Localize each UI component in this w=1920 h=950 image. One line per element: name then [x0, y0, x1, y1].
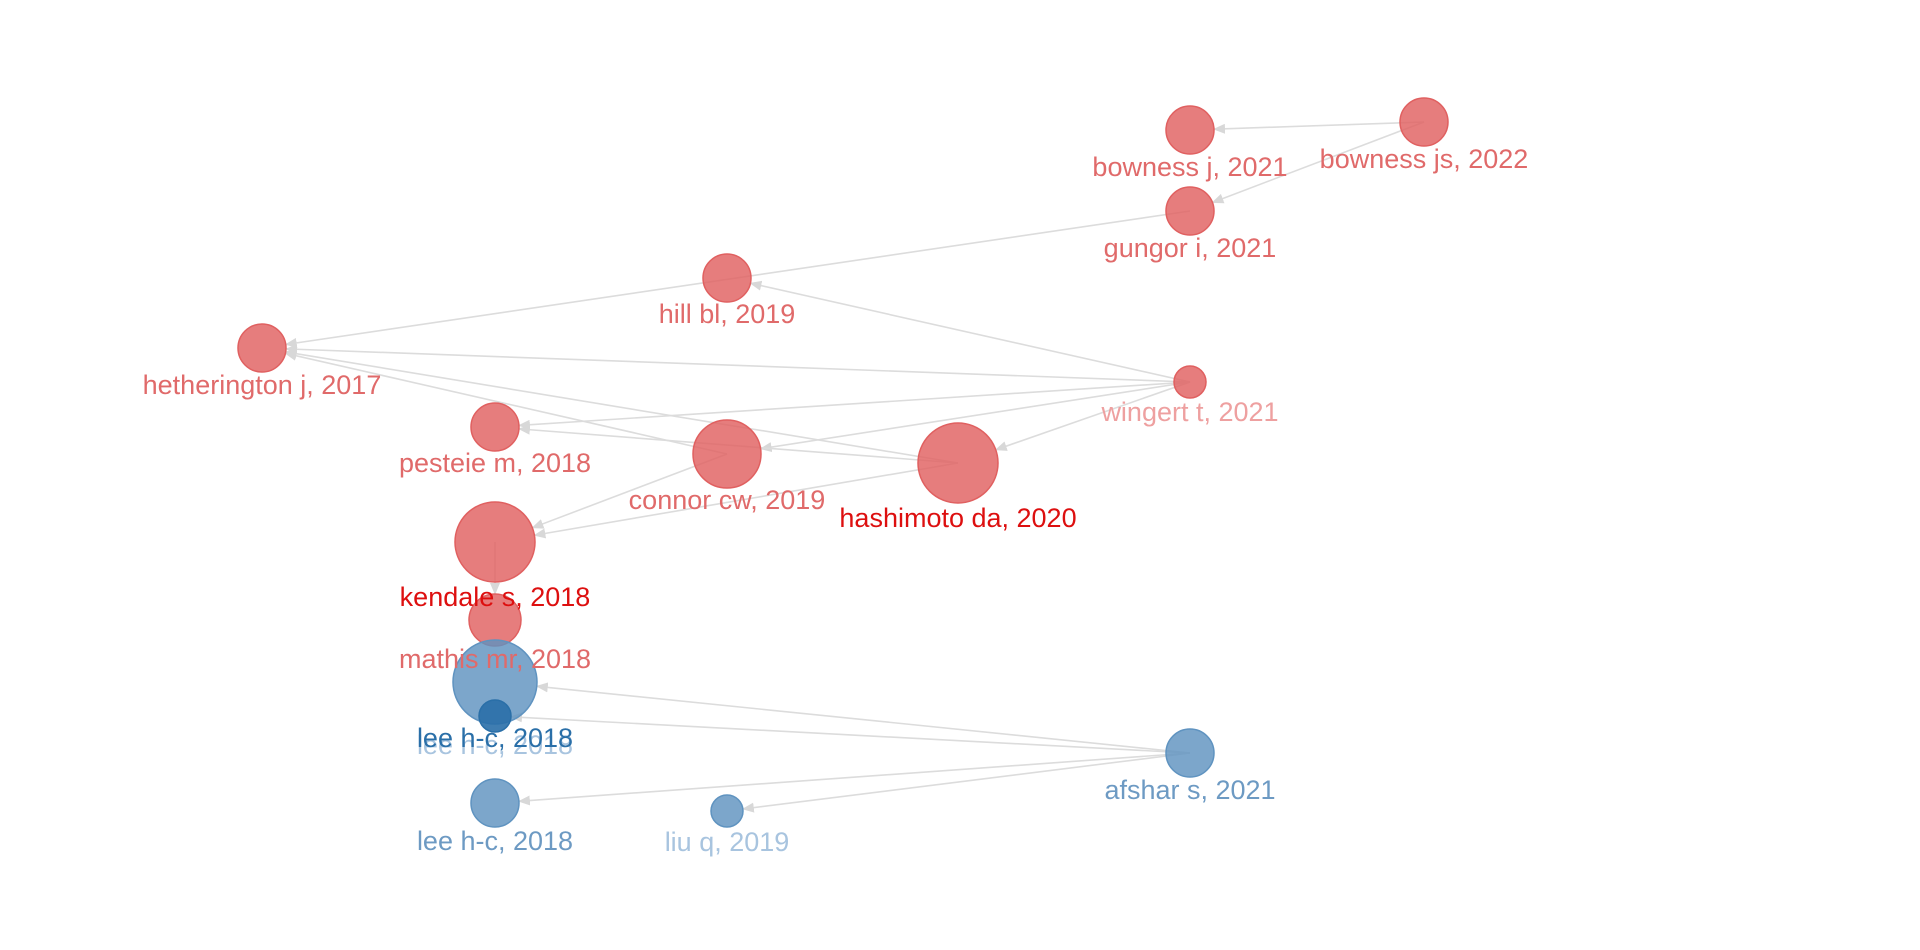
edge-wingert_t_2021-to-hill_bl_2019 [749, 280, 1191, 383]
node-label-hetherington_j_2017: hetherington j, 2017 [143, 370, 382, 400]
node-afshar_s_2021[interactable] [1165, 728, 1215, 778]
node-liu_q_2019[interactable] [710, 794, 744, 828]
node-wingert_t_2021[interactable] [1173, 365, 1207, 399]
node-label-connor_cw_2019: connor cw, 2019 [629, 485, 826, 515]
edge-connor_cw_2019-to-hetherington_j_2017 [284, 350, 728, 455]
node-gungor_i_2021[interactable] [1165, 186, 1215, 236]
node-label-kendale_s_2018: kendale s, 2018 [400, 582, 591, 612]
edge-bowness_js_2022-to-bowness_j_2021 [1212, 121, 1425, 134]
labels-layer: bowness js, 2022 bowness j, 2021 gungor i,… [143, 144, 1529, 857]
node-label-afshar_s_2021: afshar s, 2021 [1104, 775, 1275, 805]
node-connor_cw_2019[interactable] [692, 419, 762, 489]
edge-afshar_s_2021-to-liu_q_2019 [741, 752, 1191, 813]
node-hill_bl_2019[interactable] [702, 253, 752, 303]
node-label-lee_hc_2018_a: lee h-c, 2018 [417, 730, 573, 760]
node-label-wingert_t_2021: wingert t, 2021 [1100, 397, 1278, 427]
edge-wingert_t_2021-to-connor_cw_2019 [759, 381, 1191, 453]
node-hetherington_j_2017[interactable] [237, 323, 287, 373]
node-label-hashimoto_da_2020: hashimoto da, 2020 [839, 503, 1076, 533]
edge-wingert_t_2021-to-hetherington_j_2017 [284, 344, 1191, 383]
node-label-mathis_mr_2018: mathis mr, 2018 [399, 644, 591, 674]
edge-hashimoto_da_2020-to-hetherington_j_2017 [284, 348, 959, 464]
node-label-pesteie_m_2018: pesteie m, 2018 [399, 448, 591, 478]
node-label-bowness_j_2021: bowness j, 2021 [1092, 152, 1287, 182]
node-label-gungor_i_2021: gungor i, 2021 [1104, 233, 1277, 263]
edge-hashimoto_da_2020-to-kendale_s_2018 [533, 462, 959, 539]
edge-wingert_t_2021-to-hashimoto_da_2020 [994, 381, 1191, 451]
edges-layer [284, 121, 1425, 813]
node-lee_hc_2018_c[interactable] [470, 778, 520, 828]
node-label-hill_bl_2019: hill bl, 2019 [659, 299, 796, 329]
node-pesteie_m_2018[interactable] [470, 402, 520, 452]
edge-afshar_s_2021-to-lee_hc_2018_b [509, 712, 1191, 754]
node-label-lee_hc_2018_b: lee h-c, 2018 [417, 723, 573, 753]
node-label-bowness_js_2022: bowness js, 2022 [1320, 144, 1529, 174]
edge-afshar_s_2021-to-lee_hc_2018_c [517, 752, 1191, 806]
node-hashimoto_da_2020[interactable] [917, 422, 999, 504]
node-kendale_s_2018[interactable] [454, 501, 536, 583]
node-lee_hc_2018_b[interactable] [478, 699, 512, 733]
nodes-layer [237, 97, 1449, 828]
node-bowness_js_2022[interactable] [1399, 97, 1449, 147]
node-label-lee_hc_2018_c: lee h-c, 2018 [417, 826, 573, 856]
edge-afshar_s_2021-to-lee_hc_2018_a [535, 682, 1191, 754]
edge-bowness_js_2022-to-gungor_i_2021 [1211, 121, 1425, 204]
edge-wingert_t_2021-to-pesteie_m_2018 [517, 381, 1191, 430]
node-bowness_j_2021[interactable] [1165, 105, 1215, 155]
node-label-liu_q_2019: liu q, 2019 [665, 827, 790, 857]
